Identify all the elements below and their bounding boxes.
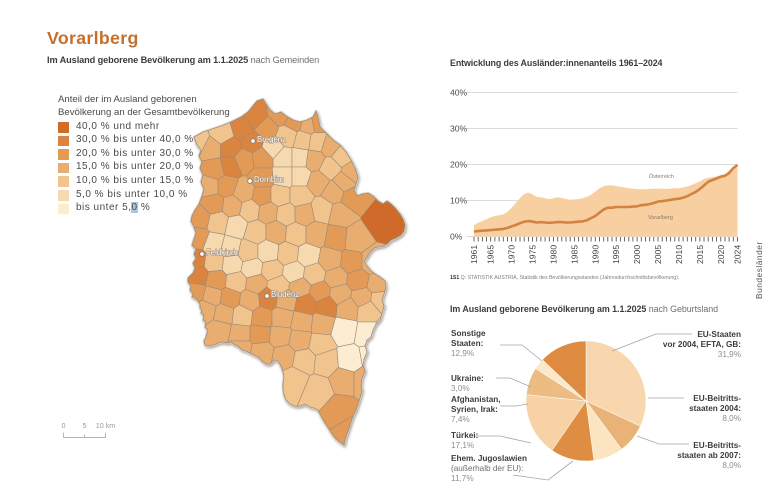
svg-text:10 km: 10 km bbox=[96, 421, 116, 430]
svg-text:1970: 1970 bbox=[507, 245, 517, 264]
svg-text:Bundesländer: Bundesländer bbox=[754, 241, 764, 299]
svg-text:2015: 2015 bbox=[695, 245, 705, 264]
svg-text:1985: 1985 bbox=[569, 245, 579, 264]
svg-text:Dornbirn: Dornbirn bbox=[254, 175, 284, 184]
svg-text:20%: 20% bbox=[450, 160, 468, 170]
svg-text:2020: 2020 bbox=[716, 245, 726, 264]
svg-text:10%: 10% bbox=[450, 196, 468, 206]
svg-text:1975: 1975 bbox=[528, 245, 538, 264]
svg-text:2000: 2000 bbox=[632, 245, 642, 264]
svg-text:1965: 1965 bbox=[486, 245, 496, 264]
svg-text:2010: 2010 bbox=[674, 245, 684, 264]
svg-text:Bregenz: Bregenz bbox=[257, 135, 286, 144]
svg-text:Feldkirch: Feldkirch bbox=[206, 248, 238, 257]
svg-text:2005: 2005 bbox=[653, 245, 663, 264]
svg-text:1990: 1990 bbox=[590, 245, 600, 264]
svg-text:5: 5 bbox=[83, 421, 87, 430]
svg-text:1961: 1961 bbox=[469, 245, 479, 264]
svg-text:Bludenz: Bludenz bbox=[271, 290, 299, 299]
svg-text:30%: 30% bbox=[450, 124, 468, 134]
svg-text:0%: 0% bbox=[450, 232, 463, 242]
svg-text:1995: 1995 bbox=[611, 245, 621, 264]
svg-text:0: 0 bbox=[62, 421, 66, 430]
svg-text:40%: 40% bbox=[450, 88, 468, 98]
svg-text:1980: 1980 bbox=[549, 245, 559, 264]
svg-text:2024: 2024 bbox=[733, 245, 743, 264]
